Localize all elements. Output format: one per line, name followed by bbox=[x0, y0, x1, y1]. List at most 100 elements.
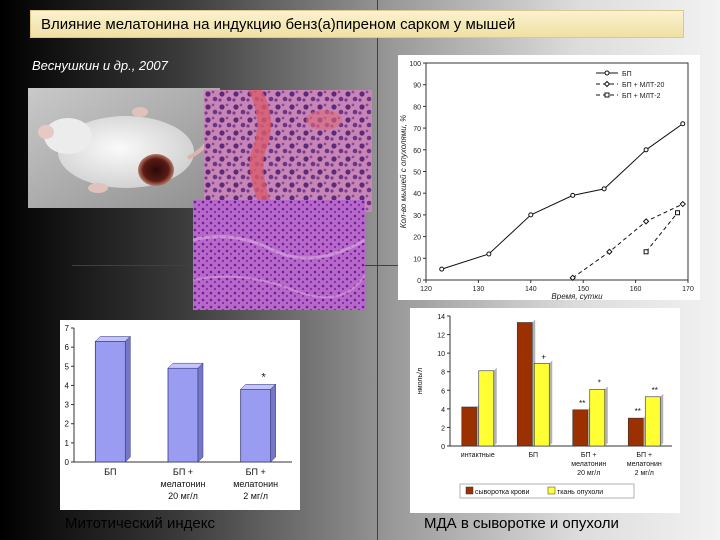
data-point bbox=[486, 251, 492, 257]
data-point bbox=[570, 192, 576, 198]
legend-marker bbox=[604, 70, 610, 76]
bar bbox=[516, 322, 533, 447]
data-point bbox=[675, 210, 681, 216]
category-label: интактные bbox=[461, 452, 495, 459]
legend-label: БП + МЛТ-20 bbox=[622, 82, 665, 89]
y-tick-label: 10 bbox=[437, 351, 445, 358]
bar-side bbox=[493, 367, 497, 446]
category-label: мелатонин bbox=[161, 479, 206, 489]
y-tick-label: 2 bbox=[65, 420, 70, 429]
category-label: БП bbox=[104, 467, 116, 477]
data-point bbox=[643, 249, 649, 255]
x-tick-label: 170 bbox=[682, 286, 694, 293]
divider-vertical bbox=[377, 0, 378, 540]
legend-label: ткань опухоли bbox=[557, 489, 603, 496]
y-tick-label: 12 bbox=[437, 333, 445, 340]
x-tick-label: 140 bbox=[525, 286, 537, 293]
y-tick-label: 0 bbox=[65, 458, 70, 467]
bar bbox=[461, 406, 478, 447]
x-tick-label: 120 bbox=[420, 286, 432, 293]
bar bbox=[533, 363, 550, 447]
y-tick-label: 2 bbox=[441, 425, 445, 432]
data-point bbox=[642, 218, 650, 225]
legend-label: БП bbox=[622, 71, 632, 78]
legend-swatch bbox=[465, 486, 474, 495]
bar-annotation: ** bbox=[635, 407, 641, 416]
x-tick-label: 150 bbox=[577, 286, 589, 293]
y-tick-label: 4 bbox=[65, 381, 70, 390]
data-point bbox=[569, 274, 576, 282]
caption-mda: МДА в сыворотке и опухоли bbox=[424, 515, 619, 532]
category-label: БП + bbox=[246, 467, 266, 477]
series-line bbox=[572, 203, 683, 279]
bar bbox=[644, 396, 661, 447]
y-tick-label: 4 bbox=[441, 407, 445, 414]
category-label: 2 мг/л bbox=[635, 470, 654, 477]
bar bbox=[572, 409, 589, 447]
mda-chart-panel: 0 2 4 6 8 10 12 14 нмоль/л ** ** + * ** интактные БП БП … bbox=[410, 308, 680, 513]
bar bbox=[167, 367, 199, 463]
category-label: БП + bbox=[636, 452, 652, 459]
y-tick-label: 100 bbox=[409, 61, 421, 68]
bar-top bbox=[240, 384, 277, 390]
bar-side bbox=[270, 383, 276, 463]
mouse-photo bbox=[28, 88, 220, 208]
mitotic-index-bar-chart: 0 1 2 3 4 5 6 7 БП БП + мелатонин 20 мг/л * БП + мелат… bbox=[65, 324, 292, 501]
bar bbox=[240, 388, 272, 463]
legend-marker bbox=[603, 80, 611, 88]
data-point bbox=[680, 121, 686, 127]
bar bbox=[478, 370, 495, 447]
category-label: БП + bbox=[581, 452, 597, 459]
y-tick-label: 70 bbox=[413, 126, 421, 133]
bar-annotation: ** bbox=[652, 386, 658, 395]
x-tick-label: 160 bbox=[630, 286, 642, 293]
series-line bbox=[645, 212, 678, 253]
category-label: 2 мг/л bbox=[243, 491, 268, 501]
data-point bbox=[601, 186, 607, 192]
y-axis-label: нмоль/л bbox=[417, 368, 424, 394]
y-tick-label: 6 bbox=[441, 388, 445, 395]
bar-annotation: * bbox=[262, 371, 267, 383]
y-tick-label: 50 bbox=[413, 170, 421, 177]
y-tick-label: 7 bbox=[65, 324, 70, 333]
y-tick-label: 80 bbox=[413, 104, 421, 111]
bar bbox=[589, 389, 606, 447]
bar-side bbox=[197, 362, 204, 463]
x-tick-label: 130 bbox=[473, 286, 485, 293]
category-label: мелатонин bbox=[627, 461, 662, 468]
authors-citation: Веснушкин и др., 2007 bbox=[32, 58, 168, 73]
legend-label: сыворотка крови bbox=[475, 489, 530, 496]
bar bbox=[94, 340, 126, 463]
legend-marker bbox=[604, 92, 610, 98]
y-tick-label: 10 bbox=[413, 256, 421, 263]
bar-side bbox=[549, 360, 553, 446]
y-tick-label: 5 bbox=[65, 362, 70, 371]
y-tick-label: 14 bbox=[437, 314, 445, 321]
y-tick-label: 3 bbox=[65, 401, 70, 410]
histology-image-bottom bbox=[193, 200, 365, 310]
slide-title: Влияние мелатонина на индукцию бенз(а)пи… bbox=[30, 10, 684, 38]
category-label: 20 мг/л bbox=[577, 470, 600, 477]
y-tick-label: 0 bbox=[417, 278, 421, 285]
histology-image-top bbox=[204, 90, 372, 212]
data-point bbox=[528, 212, 534, 218]
bar-annotation: ** bbox=[579, 399, 585, 408]
y-tick-label: 20 bbox=[413, 235, 421, 242]
category-label: БП bbox=[528, 452, 538, 459]
y-axis-label: Кол-во мышей с опухолями, % bbox=[399, 115, 408, 229]
tumor-incidence-line-chart: 0 10 20 30 40 50 60 70 80 90 100 120 130 140 150 160 170… bbox=[399, 61, 694, 301]
y-tick-label: 60 bbox=[413, 148, 421, 155]
bar-side bbox=[604, 386, 608, 446]
category-label: мелатонин bbox=[233, 479, 278, 489]
data-point bbox=[606, 248, 613, 255]
category-label: мелатонин bbox=[571, 461, 606, 468]
bar-side bbox=[125, 335, 131, 463]
bar-annotation: * bbox=[598, 378, 601, 387]
caption-mitotic-index: Митотический индекс bbox=[65, 515, 215, 532]
legend-box bbox=[459, 483, 635, 499]
x-axis-label: Время, сутки bbox=[551, 292, 603, 300]
series-line bbox=[441, 123, 684, 270]
y-tick-label: 8 bbox=[441, 370, 445, 377]
category-label: БП + bbox=[173, 467, 193, 477]
